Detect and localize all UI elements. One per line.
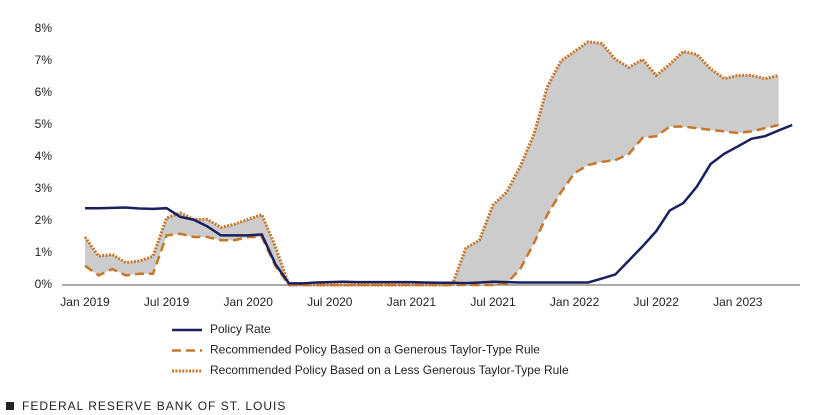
y-tick-label: 1% bbox=[35, 245, 53, 259]
x-tick-label: Jul 2022 bbox=[634, 295, 680, 309]
x-tick-label: Jul 2019 bbox=[144, 295, 190, 309]
y-tick-label: 2% bbox=[35, 213, 53, 227]
y-tick-label: 0% bbox=[35, 277, 53, 291]
source-icon bbox=[6, 402, 14, 410]
x-tick-label: Jan 2021 bbox=[387, 295, 437, 309]
legend-label: Policy Rate bbox=[210, 322, 271, 336]
legend-label: Recommended Policy Based on a Generous T… bbox=[210, 343, 540, 357]
x-tick-label: Jul 2020 bbox=[307, 295, 353, 309]
x-tick-label: Jan 2022 bbox=[550, 295, 600, 309]
band-area bbox=[85, 41, 779, 285]
legend-label: Recommended Policy Based on a Less Gener… bbox=[210, 363, 569, 377]
y-tick-label: 7% bbox=[35, 53, 53, 67]
series-line bbox=[84, 123, 779, 287]
y-tick-label: 8% bbox=[35, 21, 53, 35]
series-line bbox=[83, 40, 779, 287]
x-tick-label: Jan 2023 bbox=[713, 295, 763, 309]
x-tick-label: Jan 2019 bbox=[60, 295, 110, 309]
x-tick-label: Jan 2020 bbox=[224, 295, 274, 309]
series-line bbox=[85, 123, 793, 285]
y-tick-label: 5% bbox=[35, 117, 53, 131]
source: FEDERAL RESERVE BANK OF ST. LOUIS bbox=[22, 399, 286, 413]
y-tick-label: 3% bbox=[35, 181, 53, 195]
y-tick-label: 4% bbox=[35, 149, 53, 163]
x-tick-label: Jul 2021 bbox=[470, 295, 516, 309]
y-tick-label: 6% bbox=[35, 85, 53, 99]
